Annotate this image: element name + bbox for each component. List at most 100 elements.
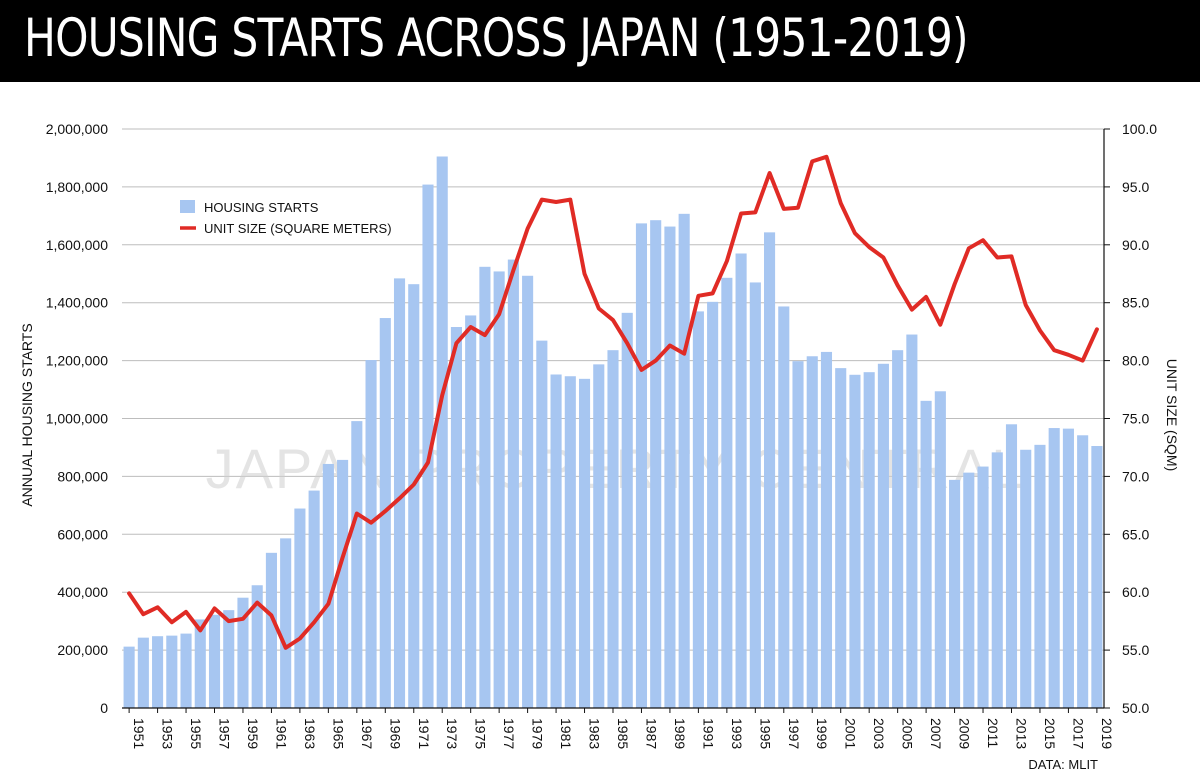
x-tick-label: 2013	[1013, 718, 1029, 749]
unit-size-point-1980	[540, 198, 544, 201]
x-tick-label: 1953	[160, 718, 176, 749]
unit-size-point-2018	[1081, 359, 1084, 362]
unit-size-point-1990	[682, 352, 686, 355]
bar-1952	[137, 637, 149, 708]
bar-2010	[963, 472, 975, 708]
unit-size-point-1959	[241, 617, 245, 621]
unit-size-point-1973	[441, 394, 444, 397]
x-tick-label: 2011	[985, 718, 1001, 748]
bar-1978	[507, 259, 519, 708]
legend-bar-swatch	[180, 200, 195, 213]
y-tick-label: 800,000	[57, 468, 108, 484]
bar-1992	[707, 301, 719, 708]
unit-size-point-1952	[142, 613, 145, 616]
unit-size-point-1994	[739, 212, 743, 215]
bar-1965	[322, 463, 334, 708]
x-tick-label: 2005	[900, 718, 916, 749]
bar-1968	[365, 360, 377, 708]
unit-size-point-1978	[512, 269, 515, 272]
unit-size-point-1998	[796, 206, 800, 209]
unit-size-point-1951	[127, 592, 131, 595]
bar-1970	[393, 278, 406, 708]
bar-1976	[479, 266, 491, 708]
bar-1967	[351, 421, 363, 708]
y2-tick-label: 60.0	[1122, 584, 1149, 600]
bar-1954	[166, 635, 178, 708]
unit-size-point-2019	[1095, 328, 1099, 331]
bar-2003	[863, 372, 875, 708]
bar-1987	[635, 223, 648, 708]
x-tick-label: 2019	[1099, 718, 1115, 749]
bar-1994	[735, 253, 747, 709]
unit-size-point-2009	[953, 282, 956, 286]
x-tick-label: 1957	[217, 718, 233, 749]
x-tick-label: 1997	[786, 718, 802, 749]
source-note: DATA: MLIT	[1028, 757, 1098, 772]
bar-2005	[892, 350, 904, 708]
bar-1953	[152, 636, 164, 708]
x-tick-label: 1979	[530, 718, 546, 749]
bar-2015	[1034, 444, 1046, 708]
unit-size-point-1986	[626, 342, 629, 345]
line-series-unit-size	[127, 154, 1099, 650]
unit-size-point-1991	[697, 294, 700, 297]
bar-1961	[265, 552, 277, 708]
right-axis-title: UNIT SIZE (SQM)	[1164, 359, 1180, 472]
bar-1971	[408, 284, 420, 708]
x-axis-ticks: 1951 1953 1955 1957 1959 1961 1963 1965 1967 1969…	[128, 708, 1115, 749]
bar-series-housing-starts	[123, 156, 1103, 709]
x-tick-label: 1965	[330, 718, 346, 749]
unit-size-point-2003	[867, 245, 871, 249]
x-tick-label: 2017	[1070, 718, 1086, 749]
chart-title: HOUSING STARTS ACROSS JAPAN (1951-2019)	[24, 8, 969, 69]
unit-size-point-1970	[398, 497, 401, 500]
bar-1955	[180, 633, 192, 708]
x-tick-label: 2003	[871, 718, 887, 749]
unit-size-point-1967	[355, 512, 359, 515]
bar-2006	[906, 334, 918, 708]
unit-size-point-1979	[526, 227, 529, 230]
x-tick-label: 2001	[843, 718, 859, 749]
unit-size-point-1962	[284, 646, 287, 649]
bar-1959	[237, 597, 249, 708]
unit-size-point-1988	[654, 359, 657, 362]
unit-size-point-2015	[1038, 329, 1042, 332]
x-tick-label: 2015	[1042, 718, 1058, 749]
y-tick-label: 0	[100, 700, 108, 716]
unit-size-point-1976	[483, 333, 487, 337]
unit-size-point-2000	[825, 155, 828, 158]
bar-1972	[422, 184, 434, 709]
unit-size-point-1968	[369, 521, 373, 524]
unit-size-point-1987	[640, 368, 643, 372]
unit-size-point-1984	[597, 307, 600, 310]
unit-size-point-1983	[583, 272, 586, 275]
unit-size-point-1965	[327, 602, 330, 605]
bar-1988	[650, 220, 662, 708]
bar-2007	[920, 400, 932, 708]
bar-1966	[337, 459, 349, 708]
unit-size-point-1960	[256, 601, 259, 604]
bar-1958	[223, 610, 235, 708]
bar-2013	[1005, 424, 1018, 708]
left-axis-ticks: 0 200,000 400,000 600,000 800,000 1,000,000 1,…	[46, 121, 109, 716]
bar-1963	[294, 508, 306, 708]
x-tick-label: 1961	[273, 718, 289, 749]
unit-size-point-1999	[811, 160, 814, 163]
unit-size-point-1996	[768, 171, 771, 175]
x-tick-label: 1981	[558, 718, 574, 749]
unit-size-point-2008	[939, 323, 942, 326]
unit-size-point-2011	[981, 238, 985, 242]
bar-2001	[835, 368, 847, 708]
x-tick-label: 1995	[757, 718, 773, 749]
unit-size-point-1982	[569, 198, 572, 201]
unit-size-point-2007	[924, 295, 928, 299]
unit-size-point-1975	[469, 325, 472, 329]
unit-size-point-2017	[1067, 353, 1070, 357]
bar-1982	[564, 376, 576, 708]
bar-1995	[749, 282, 761, 708]
unit-size-point-1955	[184, 610, 188, 614]
bar-1974	[450, 327, 462, 708]
bar-1993	[721, 277, 733, 708]
unit-size-point-2010	[967, 247, 970, 250]
